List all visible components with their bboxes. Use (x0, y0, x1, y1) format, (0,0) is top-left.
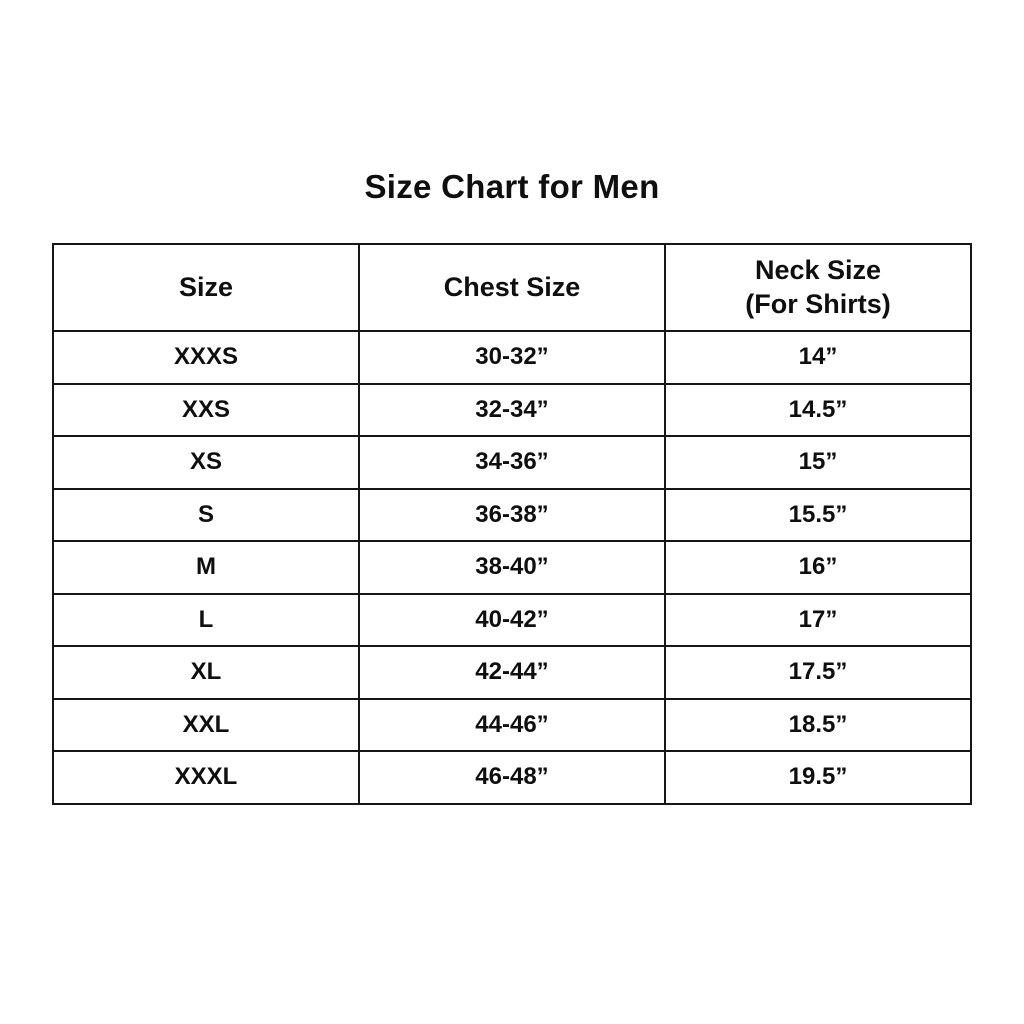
cell-chest: 36-38” (358, 487, 666, 542)
table-row: M 38-40” 16” (52, 540, 972, 595)
column-header-neck-size-line2: (For Shirts) (745, 288, 891, 319)
column-header-chest-size: Chest Size (358, 243, 666, 332)
cell-chest: 44-46” (358, 697, 666, 752)
cell-size: XL (52, 645, 360, 700)
column-header-size: Size (52, 243, 360, 332)
cell-size: XXL (52, 697, 360, 752)
cell-chest: 38-40” (358, 540, 666, 595)
cell-chest: 34-36” (358, 435, 666, 490)
cell-chest: 40-42” (358, 592, 666, 647)
cell-size: XXXS (52, 330, 360, 385)
cell-neck: 16” (664, 540, 972, 595)
cell-neck: 14.5” (664, 382, 972, 437)
table-row: XXXL 46-48” 19.5” (52, 750, 972, 805)
cell-neck: 19.5” (664, 750, 972, 805)
table-row: XL 42-44” 17.5” (52, 645, 972, 700)
table-row: XXS 32-34” 14.5” (52, 382, 972, 437)
cell-chest: 32-34” (358, 382, 666, 437)
cell-neck: 15.5” (664, 487, 972, 542)
cell-neck: 14” (664, 330, 972, 385)
column-header-neck-size-line1: Neck Size (754, 254, 882, 285)
cell-size: XS (52, 435, 360, 490)
cell-neck: 17.5” (664, 645, 972, 700)
cell-size: XXXL (52, 750, 360, 805)
table-row: XXXS 30-32” 14” (52, 330, 972, 385)
table-row: XXL 44-46” 18.5” (52, 697, 972, 752)
cell-chest: 46-48” (358, 750, 666, 805)
cell-chest: 30-32” (358, 330, 666, 385)
cell-size: M (52, 540, 360, 595)
cell-neck: 18.5” (664, 697, 972, 752)
size-chart-table: Size Chest Size Neck Size (For Shirts) X… (52, 243, 972, 805)
table-row: S 36-38” 15.5” (52, 487, 972, 542)
page-title: Size Chart for Men (364, 168, 660, 205)
column-header-neck-size: Neck Size (For Shirts) (664, 243, 972, 332)
cell-size: L (52, 592, 360, 647)
table-row: L 40-42” 17” (52, 592, 972, 647)
cell-chest: 42-44” (358, 645, 666, 700)
table-header-row: Size Chest Size Neck Size (For Shirts) (52, 243, 972, 332)
cell-neck: 15” (664, 435, 972, 490)
table-row: XS 34-36” 15” (52, 435, 972, 490)
cell-neck: 17” (664, 592, 972, 647)
cell-size: XXS (52, 382, 360, 437)
cell-size: S (52, 487, 360, 542)
